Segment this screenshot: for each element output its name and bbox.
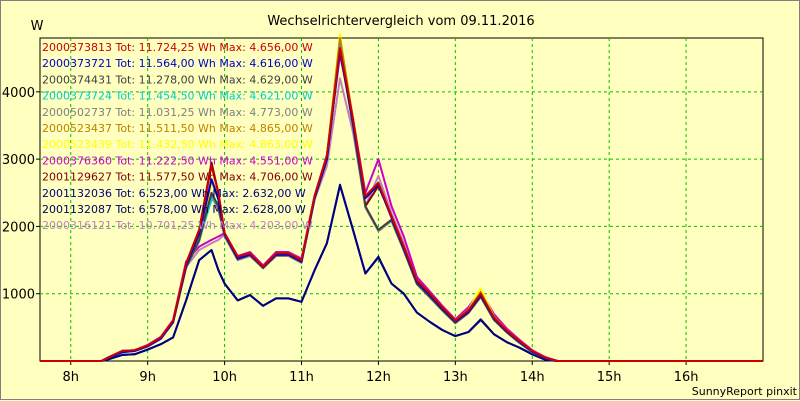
legend-entry-2000373813: 2000373813 Tot: 11.724,25 Wh Max: 4.656,… xyxy=(42,41,313,54)
x-tick-label: 10h xyxy=(212,370,237,385)
x-tick-label: 12h xyxy=(366,370,391,385)
legend-entry-2000376360: 2000376360 Tot: 11.222,50 Wh Max: 4.551,… xyxy=(42,154,313,167)
x-tick-label: 8h xyxy=(63,370,80,385)
legend-entry-2000374431: 2000374431 Tot: 11.278,00 Wh Max: 4.629,… xyxy=(42,73,313,86)
legend: 2000373813 Tot: 11.724,25 Wh Max: 4.656,… xyxy=(42,41,313,232)
series-line-2000373813 xyxy=(40,47,763,362)
legend-entry-2001132087: 2001132087 Tot: 6.578,00 Wh Max: 2.628,0… xyxy=(42,203,306,216)
x-tick-label: 9h xyxy=(139,370,156,385)
legend-entry-2000523439: 2000523439 Tot: 11.432,50 Wh Max: 4.863,… xyxy=(42,138,313,151)
legend-entry-2000523437: 2000523437 Tot: 11.511,50 Wh Max: 4.865,… xyxy=(42,122,313,135)
legend-entry-2000316121: 2000316121 Tot: 10.701,25 Wh Max: 4.203,… xyxy=(42,219,313,232)
legend-entry-2000502737: 2000502737 Tot: 11.031,25 Wh Max: 4.773,… xyxy=(42,106,313,119)
y-tick-label: 3000 xyxy=(2,153,35,168)
chart-title: Wechselrichtervergleich vom 09.11.2016 xyxy=(267,14,534,29)
x-tick-label: 15h xyxy=(597,370,622,385)
y-tick-label: 4000 xyxy=(2,86,35,101)
y-tick-label: 1000 xyxy=(2,288,35,303)
x-tick-label: 11h xyxy=(289,370,314,385)
y-axis-label: W xyxy=(31,19,44,34)
footer-credit: SunnyReport pinxit xyxy=(692,385,798,398)
x-tick-label: 14h xyxy=(520,370,545,385)
legend-entry-2001129627: 2001129627 Tot: 11.577,50 Wh Max: 4.706,… xyxy=(42,171,313,184)
series-lines xyxy=(40,33,763,362)
x-tick-label: 16h xyxy=(674,370,699,385)
legend-entry-2000373724: 2000373724 Tot: 11.454,50 Wh Max: 4.621,… xyxy=(42,90,313,103)
plot-area: 8h 9h 10h 11h 12h 13h 14h 15h 16h 1000 2000 3000 400… xyxy=(2,37,764,385)
legend-entry-2000373721: 2000373721 Tot: 11.564,00 Wh Max: 4.616,… xyxy=(42,57,313,70)
y-tick-label: 2000 xyxy=(2,220,35,235)
x-tick-label: 13h xyxy=(443,370,468,385)
legend-entry-2001132036: 2001132036 Tot: 6.523,00 Wh Max: 2.632,0… xyxy=(42,187,306,200)
